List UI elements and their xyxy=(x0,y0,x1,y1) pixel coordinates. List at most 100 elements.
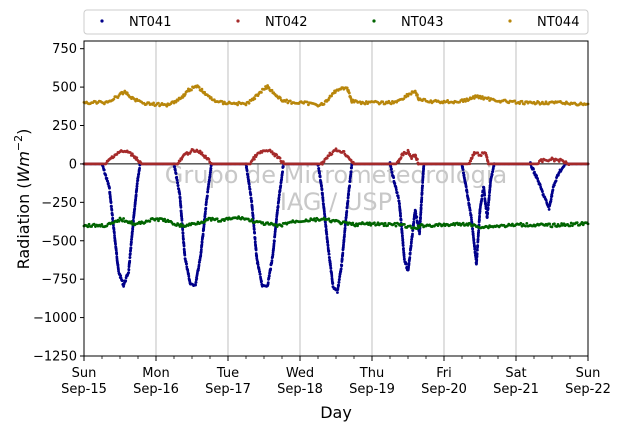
point-nt043-240 xyxy=(368,221,371,225)
y-tick-label-6: 250 xyxy=(52,119,77,134)
point-nt041-70 xyxy=(112,231,116,235)
point-nt042-155 xyxy=(253,157,256,161)
point-nt041-709 xyxy=(321,199,325,203)
point-nt043-107 xyxy=(208,216,212,220)
x-tick-label-day-2: Tue xyxy=(216,366,239,381)
point-nt041-684 xyxy=(317,166,321,170)
point-nt041-1154 xyxy=(462,171,465,175)
point-nt041-251 xyxy=(176,181,180,185)
point-nt041-52 xyxy=(110,208,114,212)
point-nt041-1051 xyxy=(415,215,419,219)
point-nt041-974 xyxy=(401,240,405,244)
point-nt041-1083 xyxy=(419,207,423,211)
point-nt043-400 xyxy=(559,224,562,228)
point-nt043-62 xyxy=(155,217,159,221)
point-nt042-227 xyxy=(330,152,334,156)
point-nt041-20 xyxy=(102,168,106,172)
point-nt041-323 xyxy=(187,272,190,276)
x-tick-label-date-4: Sep-19 xyxy=(349,382,395,397)
point-nt043-391 xyxy=(548,222,551,226)
point-nt043-269 xyxy=(403,222,406,226)
point-nt041-855 xyxy=(346,195,350,199)
y-tick-label-0: −1250 xyxy=(33,350,77,365)
point-nt044-114 xyxy=(203,90,207,94)
point-nt044-276 xyxy=(364,100,368,103)
point-nt043-190 xyxy=(308,219,311,223)
y-axis-title-exponent: −2 xyxy=(12,135,25,151)
point-nt041-1388 xyxy=(533,170,536,174)
point-nt042-315 xyxy=(416,157,419,161)
point-nt041-1434 xyxy=(551,188,555,192)
point-nt044-236 xyxy=(330,94,333,98)
point-nt044-67 xyxy=(157,101,160,105)
point-nt041-134 xyxy=(128,255,132,259)
point-nt044-262 xyxy=(349,97,353,101)
point-nt044-414 xyxy=(520,99,524,103)
x-tick-label-day-6: Sat xyxy=(505,366,526,381)
point-nt041-389 xyxy=(203,215,207,219)
point-nt041-652 xyxy=(281,165,285,169)
point-nt041-845 xyxy=(345,209,349,213)
point-nt041-939 xyxy=(397,196,400,200)
point-nt041-1046 xyxy=(414,209,418,213)
point-nt041-38 xyxy=(108,190,112,194)
point-nt043-167 xyxy=(280,224,284,228)
point-nt041-949 xyxy=(398,209,402,212)
point-nt041-238 xyxy=(173,165,177,168)
point-nt041-842 xyxy=(345,213,348,217)
point-nt044-83 xyxy=(174,100,178,104)
point-nt043-82 xyxy=(178,225,182,228)
y-tick-label-1: −1000 xyxy=(33,311,77,326)
point-nt041-691 xyxy=(318,175,322,179)
point-nt043-418 xyxy=(580,220,584,224)
point-nt041-952 xyxy=(399,212,402,216)
point-nt044-434 xyxy=(544,100,548,104)
point-nt044-408 xyxy=(513,99,517,103)
point-nt041-803 xyxy=(340,263,344,267)
point-nt041-393 xyxy=(204,210,207,213)
point-nt041-418 xyxy=(208,178,211,182)
point-nt044-264 xyxy=(350,100,354,104)
x-tick-label-date-6: Sep-21 xyxy=(493,382,539,397)
point-nt043-252 xyxy=(382,224,386,228)
point-nt041-544 xyxy=(258,272,262,276)
point-nt041-198 xyxy=(136,175,140,179)
point-nt041-241 xyxy=(173,169,177,172)
point-nt044-253 xyxy=(345,86,349,90)
point-nt042-381 xyxy=(485,156,489,159)
point-nt041-1419 xyxy=(547,208,551,211)
point-nt041-572 xyxy=(269,267,273,271)
point-nt041-749 xyxy=(327,249,331,253)
x-tick-label-day-3: Wed xyxy=(286,366,314,381)
point-nt043-206 xyxy=(327,217,331,221)
point-nt042-150 xyxy=(249,162,252,166)
point-nt041-1076 xyxy=(419,215,422,219)
point-nt043-8 xyxy=(92,222,96,226)
point-nt043-409 xyxy=(569,221,573,225)
point-nt042-429 xyxy=(541,160,544,164)
point-nt041-276 xyxy=(180,212,183,216)
point-nt043-151 xyxy=(261,221,265,224)
point-nt043-367 xyxy=(519,221,523,225)
point-nt044-100 xyxy=(190,88,193,92)
watermark: Grupo de Micrometeorologia IAG / USP xyxy=(165,161,507,216)
point-nt041-831 xyxy=(343,226,347,230)
point-nt041-316 xyxy=(185,265,189,269)
point-nt041-35 xyxy=(108,186,111,190)
point-nt041-542 xyxy=(258,270,262,274)
y-axis: −1250 −1000 −750 −500 −250 0 250 500 750 xyxy=(33,42,84,365)
point-nt044-386 xyxy=(487,96,490,99)
point-nt041-732 xyxy=(324,227,328,231)
point-nt041-1400 xyxy=(538,183,542,187)
point-nt041-359 xyxy=(199,253,203,257)
point-nt042-358 xyxy=(468,162,472,166)
point-nt041-353 xyxy=(198,260,201,264)
point-nt041-787 xyxy=(337,283,341,287)
point-nt041-1327 xyxy=(487,193,491,197)
point-nt041-923 xyxy=(392,176,396,180)
x-axis-title: Day xyxy=(320,403,352,422)
point-nt044-74 xyxy=(165,104,169,108)
point-nt041-191 xyxy=(135,184,139,188)
point-nt041-1251 xyxy=(477,229,481,233)
point-nt041-578 xyxy=(270,259,274,263)
